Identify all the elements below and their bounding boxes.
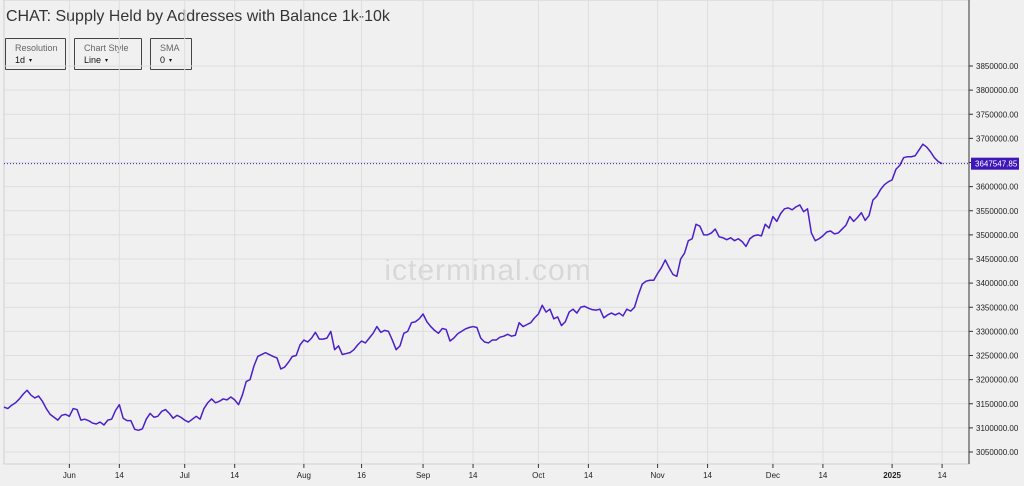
y-tick-label: 3300000.00	[976, 327, 1019, 336]
x-tick-label: 14	[115, 471, 124, 480]
x-tick-label: 14	[818, 471, 827, 480]
x-tick-label: 14	[703, 471, 712, 480]
resolution-dropdown[interactable]: Resolution 1d ▾	[5, 38, 66, 70]
x-tick-label: 14	[938, 471, 947, 480]
x-tick-label: Jun	[63, 471, 76, 480]
y-tick-label: 3350000.00	[976, 303, 1019, 312]
x-tick-label: Aug	[297, 471, 311, 480]
x-tick-label: 2025	[883, 471, 901, 480]
resolution-value: 1d	[15, 55, 26, 65]
y-tick-label: 3600000.00	[976, 183, 1019, 192]
y-tick-label: 3050000.00	[976, 448, 1019, 457]
plot-area	[3, 0, 970, 465]
y-tick-label: 3150000.00	[976, 400, 1019, 409]
last-value-badge	[971, 157, 1019, 170]
chart-title: CHAT: Supply Held by Addresses with Bala…	[6, 8, 390, 25]
chevron-down-icon: ▾	[169, 57, 173, 64]
sma-label: SMA	[160, 43, 180, 53]
y-tick-label: 3850000.00	[976, 62, 1019, 71]
y-tick-label: 3750000.00	[976, 110, 1019, 119]
x-tick-label: 14	[469, 471, 478, 480]
series-line[interactable]	[3, 143, 943, 432]
last-value-label: 3647547.85	[975, 160, 1018, 169]
resolution-label: Resolution	[15, 43, 58, 53]
x-tick-label: Jul	[180, 471, 190, 480]
y-tick-label: 3200000.00	[976, 376, 1019, 385]
sma-value: 0	[160, 55, 166, 65]
x-tick-label: 14	[230, 471, 239, 480]
x-tick-label: Dec	[766, 471, 780, 480]
y-tick-label: 3700000.00	[976, 134, 1019, 143]
x-tick-label: Nov	[650, 471, 664, 480]
x-tick-label: Oct	[532, 471, 545, 480]
x-tick-label: 14	[584, 471, 593, 480]
chart-controls: Resolution 1d ▾ Chart Style Line ▾ SMA 0 ▾	[5, 38, 200, 70]
y-tick-label: 3500000.00	[976, 231, 1019, 240]
chevron-down-icon: ▾	[29, 57, 33, 64]
y-tick-label: 3250000.00	[976, 352, 1019, 361]
y-tick-label: 3400000.00	[976, 279, 1019, 288]
chevron-down-icon: ▾	[105, 57, 109, 64]
x-tick-label: 16	[357, 471, 366, 480]
chart-style-label: Chart Style	[84, 43, 129, 53]
x-tick-label: Sep	[416, 471, 431, 480]
y-tick-label: 3550000.00	[976, 207, 1019, 216]
y-tick-label: 3100000.00	[976, 424, 1019, 433]
chart-style-dropdown[interactable]: Chart Style Line ▾	[74, 38, 142, 70]
chart-style-value: Line	[84, 55, 102, 65]
y-tick-label: 3800000.00	[976, 86, 1019, 95]
y-tick-label: 3450000.00	[976, 255, 1019, 264]
